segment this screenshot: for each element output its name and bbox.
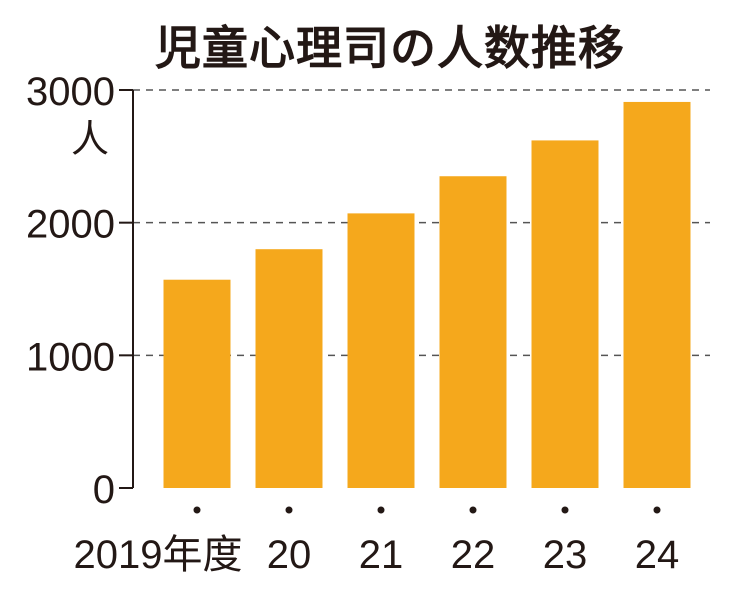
- x-tick-label-5: 24: [635, 533, 680, 577]
- x-tick-dot-2: [377, 506, 385, 514]
- y-tick-label-0: 0: [93, 468, 115, 512]
- bar-3: [439, 176, 507, 488]
- x-tick-dot-1: [285, 506, 293, 514]
- chart-title: 児童心理司の人数推移: [155, 21, 625, 75]
- bar-4: [531, 140, 599, 488]
- y-tick-label-1: 1000: [26, 335, 115, 379]
- bar-1: [255, 249, 323, 488]
- x-tick-label-0: 2019年度: [74, 533, 243, 577]
- bar-2: [347, 213, 415, 488]
- bar-0: [163, 279, 231, 488]
- x-tick-label-3: 22: [451, 533, 496, 577]
- x-tick-label-4: 23: [543, 533, 588, 577]
- x-tick-dot-0: [193, 506, 201, 514]
- x-tick-label-1: 20: [267, 533, 312, 577]
- bar-5: [623, 101, 691, 488]
- y-unit-label: 人: [71, 117, 109, 161]
- y-tick-label-2: 2000: [26, 203, 115, 247]
- x-tick-dot-5: [653, 506, 661, 514]
- x-tick-dot-4: [561, 506, 569, 514]
- x-tick-dot-3: [469, 506, 477, 514]
- x-tick-label-2: 21: [359, 533, 404, 577]
- y-tick-label-3: 3000: [26, 70, 115, 114]
